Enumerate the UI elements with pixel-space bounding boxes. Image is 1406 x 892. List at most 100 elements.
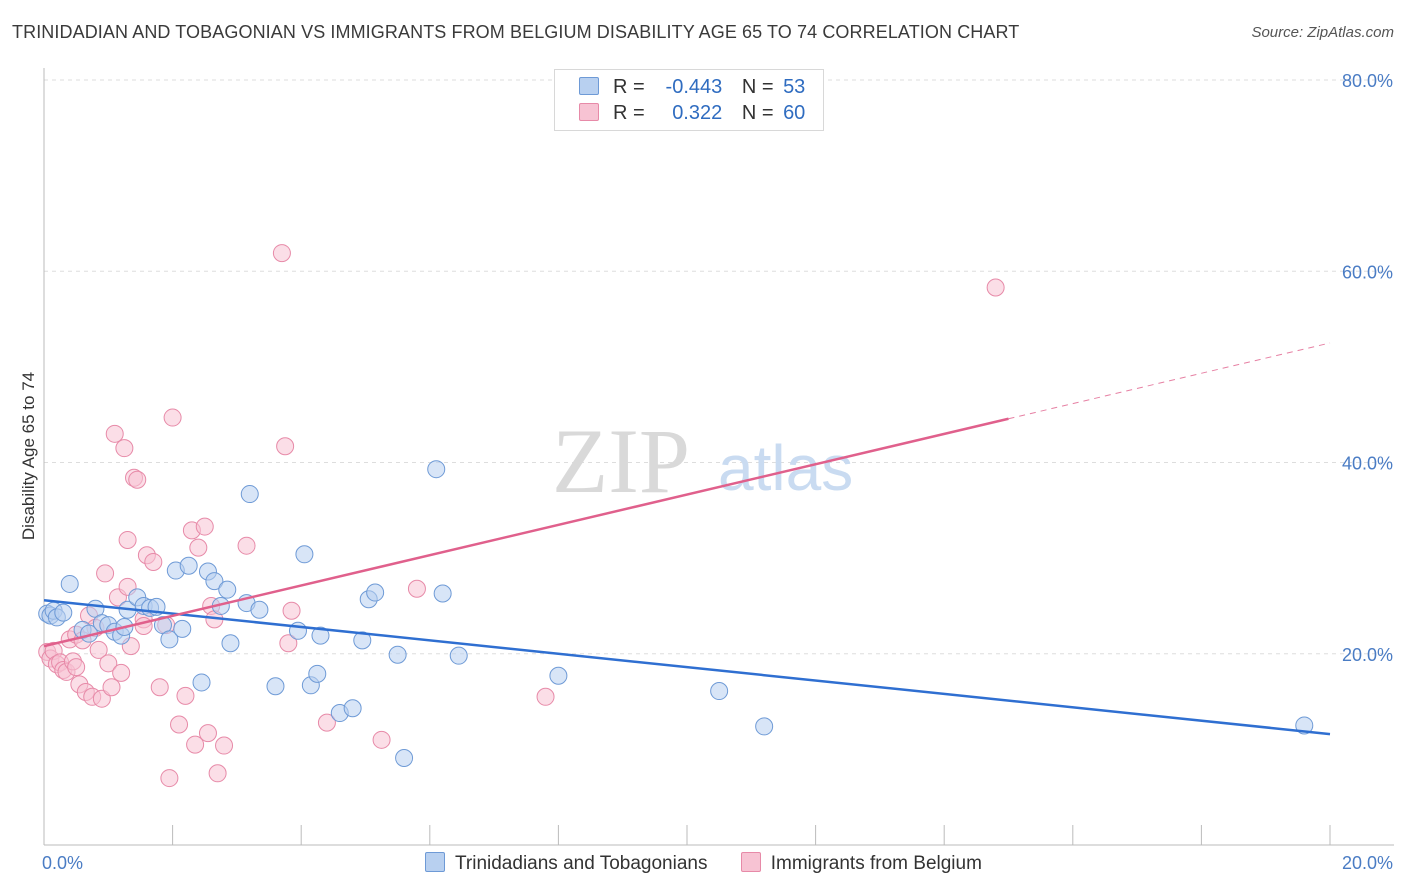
data-point-belgium xyxy=(176,686,195,705)
data-point-belgium xyxy=(144,552,163,571)
y-tick-label: 40.0% xyxy=(1342,454,1393,474)
data-point-belgium xyxy=(276,437,295,456)
data-point-trinidadian xyxy=(755,717,774,736)
chart-title: TRINIDADIAN AND TOBAGONIAN VS IMMIGRANTS… xyxy=(12,22,1020,42)
trend-line-trinidadians xyxy=(43,598,1331,736)
data-point-belgium xyxy=(272,244,291,263)
legend-r-label: R = xyxy=(613,102,645,124)
data-point-belgium xyxy=(407,579,426,598)
data-point-belgium xyxy=(112,663,131,682)
trend-line-belgium xyxy=(43,417,1009,648)
legend-n-label: N = xyxy=(741,76,774,98)
data-point-trinidadian xyxy=(295,545,314,564)
data-point-belgium xyxy=(198,724,217,743)
data-point-belgium xyxy=(160,769,179,788)
data-point-trinidadian xyxy=(366,583,385,602)
data-point-belgium xyxy=(163,408,182,427)
y-tick-label: 20.0% xyxy=(1342,645,1393,665)
pink-swatch-icon xyxy=(579,103,599,121)
data-point-trinidadian xyxy=(179,556,198,575)
axes xyxy=(43,68,1394,846)
data-point-trinidadian xyxy=(218,580,237,599)
x-tick-label: 0.0% xyxy=(42,853,83,873)
data-point-belgium xyxy=(317,713,336,732)
data-point-belgium xyxy=(115,439,134,458)
data-point-belgium xyxy=(170,715,189,734)
pink-swatch-icon xyxy=(740,852,761,872)
data-point-trinidadian xyxy=(343,699,362,718)
data-point-belgium xyxy=(102,678,121,697)
data-point-belgium xyxy=(237,536,256,555)
data-point-trinidadian xyxy=(311,626,330,645)
data-point-belgium xyxy=(96,564,115,583)
data-point-belgium xyxy=(986,278,1005,297)
data-point-belgium xyxy=(99,654,118,673)
x-tick-labels: 0.0% 20.0% xyxy=(42,853,1393,873)
legend-r-value: -0.443 xyxy=(665,76,723,98)
data-point-belgium xyxy=(215,736,234,755)
legend-item-label: Immigrants from Belgium xyxy=(770,853,982,874)
x-tick-label: 20.0% xyxy=(1342,853,1393,873)
legend-r-value: 0.322 xyxy=(672,102,723,124)
legend-item-belgium: Immigrants from Belgium xyxy=(740,852,982,875)
trend-line-belgium-extension xyxy=(1008,342,1331,420)
data-point-trinidadian xyxy=(266,677,285,696)
watermark-atlas: atlas xyxy=(718,432,853,504)
source-label: Source: ZipAtlas.com xyxy=(1251,24,1394,41)
data-point-trinidadian xyxy=(205,572,224,591)
grid-lines xyxy=(44,79,1394,655)
data-point-trinidadian xyxy=(308,664,327,683)
y-tick-label: 80.0% xyxy=(1342,71,1393,91)
data-point-belgium xyxy=(282,601,301,620)
data-point-trinidadian xyxy=(433,584,452,603)
data-point-trinidadian xyxy=(173,619,192,638)
data-point-trinidadian xyxy=(160,630,179,649)
data-point-trinidadian xyxy=(353,631,372,650)
data-point-belgium xyxy=(118,530,137,549)
y-tick-labels: 20.0% 40.0% 60.0% 80.0% xyxy=(1342,71,1393,665)
blue-swatch-icon xyxy=(579,77,599,95)
data-point-trinidadian xyxy=(54,603,73,622)
data-point-belgium xyxy=(372,730,391,749)
blue-swatch-icon xyxy=(425,852,445,872)
data-point-trinidadian xyxy=(250,600,269,619)
data-point-trinidadian xyxy=(549,666,568,685)
legend-row-pink: R = 0.322 N = 60 xyxy=(579,102,805,126)
series-legend: Trinidadians and Tobagonians Immigrants … xyxy=(425,852,1010,875)
data-point-trinidadian xyxy=(192,673,211,692)
y-axis-label: Disability Age 65 to 74 xyxy=(19,372,38,540)
data-point-trinidadian xyxy=(60,574,79,593)
data-point-trinidadian xyxy=(449,646,468,665)
data-point-trinidadian xyxy=(240,485,259,504)
legend-n-label: N = xyxy=(741,102,774,124)
watermark-zip: ZIP xyxy=(552,410,690,512)
data-point-trinidadian xyxy=(427,460,446,479)
data-point-belgium xyxy=(195,517,214,536)
y-tick-label: 60.0% xyxy=(1342,262,1393,282)
data-point-trinidadian xyxy=(710,682,729,701)
data-point-belgium xyxy=(279,634,298,653)
data-point-belgium xyxy=(150,678,169,697)
data-point-belgium xyxy=(186,735,205,754)
legend-n-value: 60 xyxy=(783,102,806,124)
data-point-belgium xyxy=(67,658,86,677)
data-point-belgium xyxy=(189,538,208,557)
series-immigrants-from-belgium xyxy=(38,244,1005,788)
data-point-belgium xyxy=(128,470,147,489)
data-point-trinidadian xyxy=(388,645,407,664)
data-point-belgium xyxy=(536,687,555,706)
data-point-belgium xyxy=(92,689,111,708)
trend-lines xyxy=(43,342,1331,736)
legend-item-trinidadians: Trinidadians and Tobagonians xyxy=(425,852,707,875)
legend-row-blue: R = -0.443 N = 53 xyxy=(579,76,805,100)
data-point-belgium xyxy=(208,764,227,783)
legend-item-label: Trinidadians and Tobagonians xyxy=(455,853,708,874)
legend-r-label: R = xyxy=(613,76,645,98)
legend-n-value: 53 xyxy=(783,76,806,98)
data-point-trinidadian xyxy=(221,634,240,653)
data-point-belgium xyxy=(89,640,108,659)
correlation-legend: R = -0.443 N = 53 R = 0.322 N = 60 xyxy=(554,69,824,131)
data-point-belgium xyxy=(105,424,124,443)
data-point-trinidadian xyxy=(395,748,414,767)
